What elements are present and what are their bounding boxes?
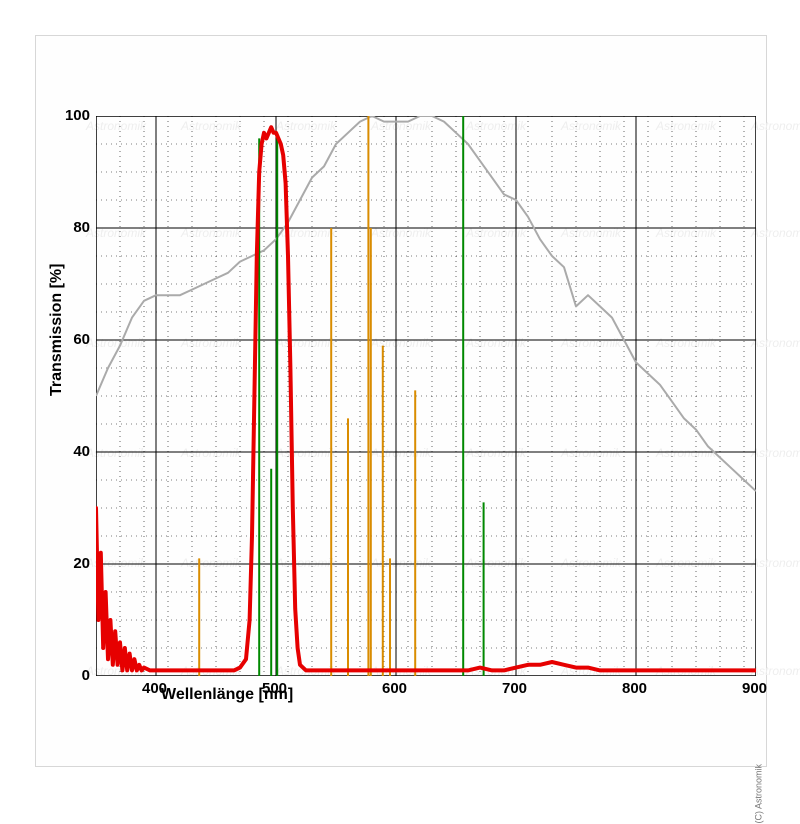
watermark-text: Astronomik (751, 119, 800, 133)
x-tick: 800 (622, 680, 647, 697)
y-tick: 0 (60, 667, 90, 684)
x-tick: 600 (382, 680, 407, 697)
y-tick: 20 (60, 555, 90, 572)
chart-frame: AstronomikAstronomikAstronomikAstronomik… (35, 35, 767, 767)
x-axis-label: Wellenlänge [nm] (161, 686, 293, 704)
watermark-text: Astronomik (751, 336, 800, 350)
y-axis-label: Transmission [%] (48, 264, 66, 396)
x-tick: 900 (742, 680, 767, 697)
watermark-text: Astronomik (751, 446, 800, 460)
plot-area (96, 116, 756, 676)
watermark-text: Astronomik (751, 556, 800, 570)
chart-svg (96, 116, 756, 676)
y-tick: 100 (60, 107, 90, 124)
watermark-text: Astronomik (751, 226, 800, 240)
copyright-text: (C) Astronomik (754, 764, 764, 824)
x-tick: 700 (502, 680, 527, 697)
y-tick: 80 (60, 219, 90, 236)
y-tick: 40 (60, 443, 90, 460)
watermark-text: Astronomik (751, 664, 800, 678)
